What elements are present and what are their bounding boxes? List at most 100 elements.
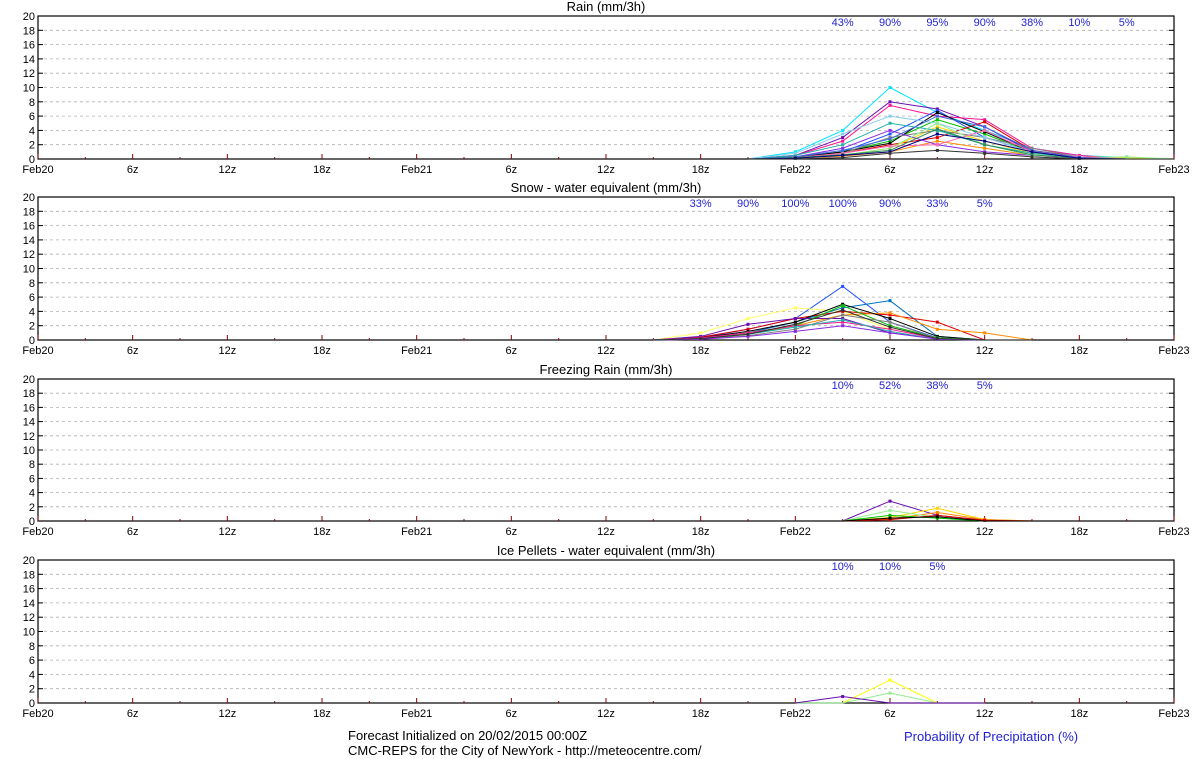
x-tick-label: 12z [976,164,994,176]
data-point [888,331,892,335]
y-tick-label: 18 [23,388,35,400]
data-point [935,139,939,143]
y-tick-label: 12 [23,68,35,80]
x-tick-label: Feb22 [780,708,811,720]
x-tick-label: 18z [1070,345,1088,357]
x-tick-label: 6z [884,526,896,538]
data-point [935,148,939,152]
data-point [841,313,845,317]
y-tick-label: 2 [29,502,35,514]
source-credit-text: CMC-REPS for the City of NewYork - http:… [348,743,702,758]
y-tick-label: 8 [29,278,35,290]
data-point [935,125,939,129]
series-line-19 [748,149,1174,160]
chart-panel-3: Freezing Rain (mm/3h) 0 2 4 6 8 10 12 14 16 18 20 Fe… [22,362,1189,538]
data-point [935,118,939,122]
y-tick-label: 6 [29,111,35,123]
y-tick-label: 14 [23,598,35,610]
data-point [841,153,845,157]
data-point [935,127,939,131]
data-point [841,148,845,152]
x-tick-label: 18z [313,708,331,720]
data-point [935,121,939,125]
y-tick-label: 6 [29,292,35,304]
x-tick-label: 18z [692,526,710,538]
probability-label: 33% [926,198,948,210]
x-tick-label: Feb22 [780,526,811,538]
x-tick-label: 6z [884,345,896,357]
data-point [935,506,939,510]
y-tick-label: 14 [23,235,35,247]
x-tick-label: 6z [506,526,518,538]
x-tick-label: 12z [597,526,615,538]
x-tick-label: Feb23 [1158,708,1189,720]
data-point [1125,155,1129,159]
data-point [1030,146,1034,150]
data-point [888,508,892,512]
x-tick-label: 6z [506,345,518,357]
data-point [793,320,797,324]
data-point [888,327,892,331]
probability-label: 10% [832,380,854,392]
y-tick-label: 6 [29,473,35,485]
forecast-init-text: Forecast Initialized on 20/02/2015 00:00… [348,728,588,743]
data-point [888,299,892,303]
y-tick-label: 6 [29,655,35,667]
y-tick-label: 4 [29,669,35,681]
data-point [841,146,845,150]
data-point [841,324,845,328]
data-point [935,114,939,118]
data-point [888,132,892,136]
y-tick-label: 2 [29,321,35,333]
y-tick-label: 8 [29,641,35,653]
probability-label: 90% [974,17,996,29]
data-point [793,329,797,333]
y-tick-label: 16 [23,402,35,414]
data-point [888,311,892,315]
data-point [888,139,892,143]
x-tick-label: 6z [506,164,518,176]
y-tick-label: 4 [29,125,35,137]
probability-label: 100% [829,198,857,210]
y-tick-label: 0 [29,335,35,347]
y-tick-label: 8 [29,97,35,109]
probability-label: 52% [879,380,901,392]
x-tick-label: 18z [313,164,331,176]
x-tick-label: Feb22 [780,345,811,357]
y-tick-label: 14 [23,54,35,66]
data-point [983,118,987,122]
data-point [983,136,987,140]
data-point [746,327,750,331]
x-tick-label: 18z [692,345,710,357]
x-tick-label: 12z [218,708,236,720]
data-point [935,136,939,140]
y-tick-label: 8 [29,459,35,471]
probability-label: 100% [781,198,809,210]
data-point [841,156,845,160]
probability-label: 5% [1119,17,1135,29]
y-tick-label: 20 [23,555,35,567]
x-tick-label: 12z [597,345,615,357]
y-tick-label: 18 [23,569,35,581]
x-tick-label: 12z [976,708,994,720]
data-point [841,128,845,132]
probability-label: 90% [879,198,901,210]
x-tick-label: 12z [218,164,236,176]
data-point [983,143,987,147]
data-point [888,146,892,150]
data-point [793,156,797,160]
data-point [935,143,939,147]
data-point [888,151,892,155]
x-tick-label: 18z [1070,708,1088,720]
data-point [888,128,892,132]
y-tick-label: 2 [29,684,35,696]
chart-panel-1: Rain (mm/3h) 0 2 4 6 8 10 12 14 16 18 20 Feb20 6z 12z 1… [22,0,1189,176]
data-point [888,114,892,118]
data-point [888,317,892,321]
y-tick-label: 0 [29,154,35,166]
y-tick-label: 16 [23,584,35,596]
probability-label: 90% [879,17,901,29]
data-point [841,306,845,310]
data-point [983,128,987,132]
data-point [746,322,750,326]
